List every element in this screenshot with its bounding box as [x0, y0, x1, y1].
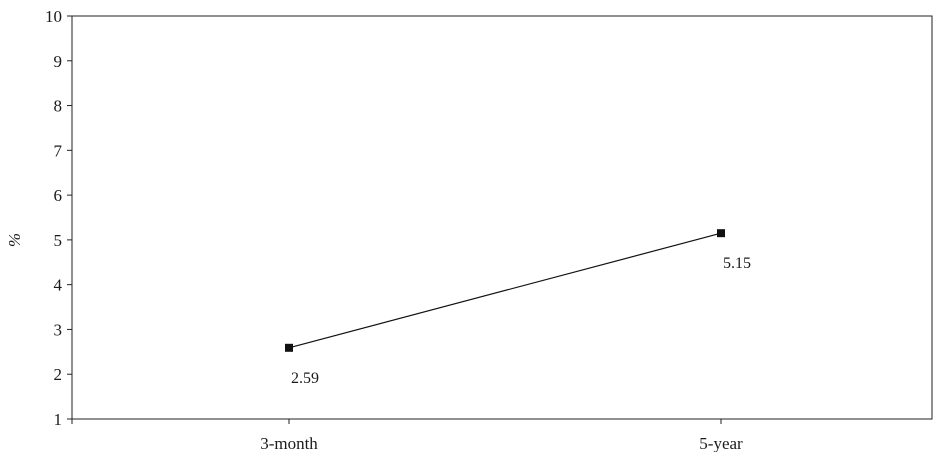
y-tick-label: 1 — [54, 410, 63, 429]
data-point-label: 5.15 — [723, 255, 751, 272]
y-tick-label: 8 — [54, 97, 63, 116]
data-point-marker — [717, 229, 725, 238]
y-tick-label: 10 — [45, 7, 62, 26]
y-axis: 1 2 3 4 5 6 7 8 9 10 — [45, 7, 72, 429]
plot-area-frame — [71, 15, 933, 420]
x-category-label: 5-year — [699, 434, 743, 452]
y-tick-label: 5 — [54, 231, 63, 250]
y-tick-label: 2 — [54, 365, 63, 384]
y-tick-label: 9 — [54, 52, 63, 71]
y-tick-label: 4 — [54, 276, 63, 295]
y-tick-label: 6 — [54, 186, 63, 205]
x-axis: 3-month 5-year — [71, 419, 743, 452]
y-tick-label: 7 — [54, 141, 63, 160]
x-category-label: 3-month — [260, 434, 318, 452]
y-tick-label: 3 — [54, 320, 63, 339]
data-point-label: 2.59 — [291, 370, 319, 387]
series-line — [288, 232, 722, 349]
data-point-marker — [285, 343, 293, 352]
y-axis-title: % — [5, 233, 24, 247]
series-layer: 2.59 5.15 — [285, 229, 751, 387]
